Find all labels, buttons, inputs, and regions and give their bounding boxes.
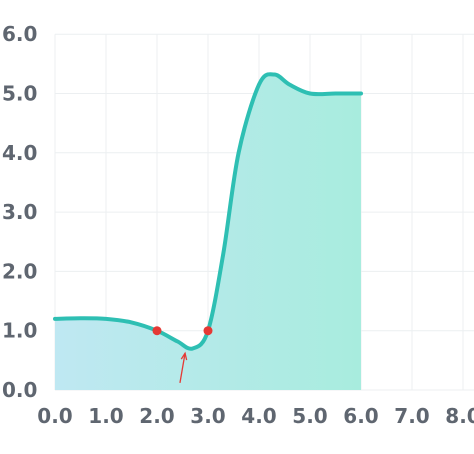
x-tick-label: 3.0 [190,404,225,428]
series-line-path [53,72,363,351]
annotation-arrow-head [180,351,188,361]
x-axis-ticks: 0.0 1.0 2.0 3.0 4.0 5.0 6.0 7.0 8.0 [37,404,474,428]
y-tick-label: 1.0 [2,319,37,343]
x-tick-label: 2.0 [139,404,174,428]
x-tick-label: 6.0 [343,404,378,428]
y-tick-label: 6.0 [2,22,37,46]
y-tick-label: 4.0 [2,141,37,165]
series-line [53,72,363,351]
annotations [152,326,213,383]
y-tick-label: 0.0 [2,378,37,402]
annotation-point [203,326,213,336]
y-tick-label: 3.0 [2,200,37,224]
series-area-fill [55,74,361,391]
x-tick-label: 7.0 [394,404,429,428]
y-tick-label: 5.0 [2,82,37,106]
x-tick-label: 4.0 [241,404,276,428]
x-tick-label: 8.0 [445,404,474,428]
annotation-arrow-shaft [179,353,186,383]
y-tick-label: 2.0 [2,259,37,283]
x-tick-label: 1.0 [88,404,123,428]
x-tick-label: 0.0 [37,404,72,428]
annotation-point [152,326,162,336]
series-area [55,74,361,391]
y-axis-ticks: 0.0 1.0 2.0 3.0 4.0 5.0 6.0 [2,22,37,402]
x-tick-label: 5.0 [292,404,327,428]
